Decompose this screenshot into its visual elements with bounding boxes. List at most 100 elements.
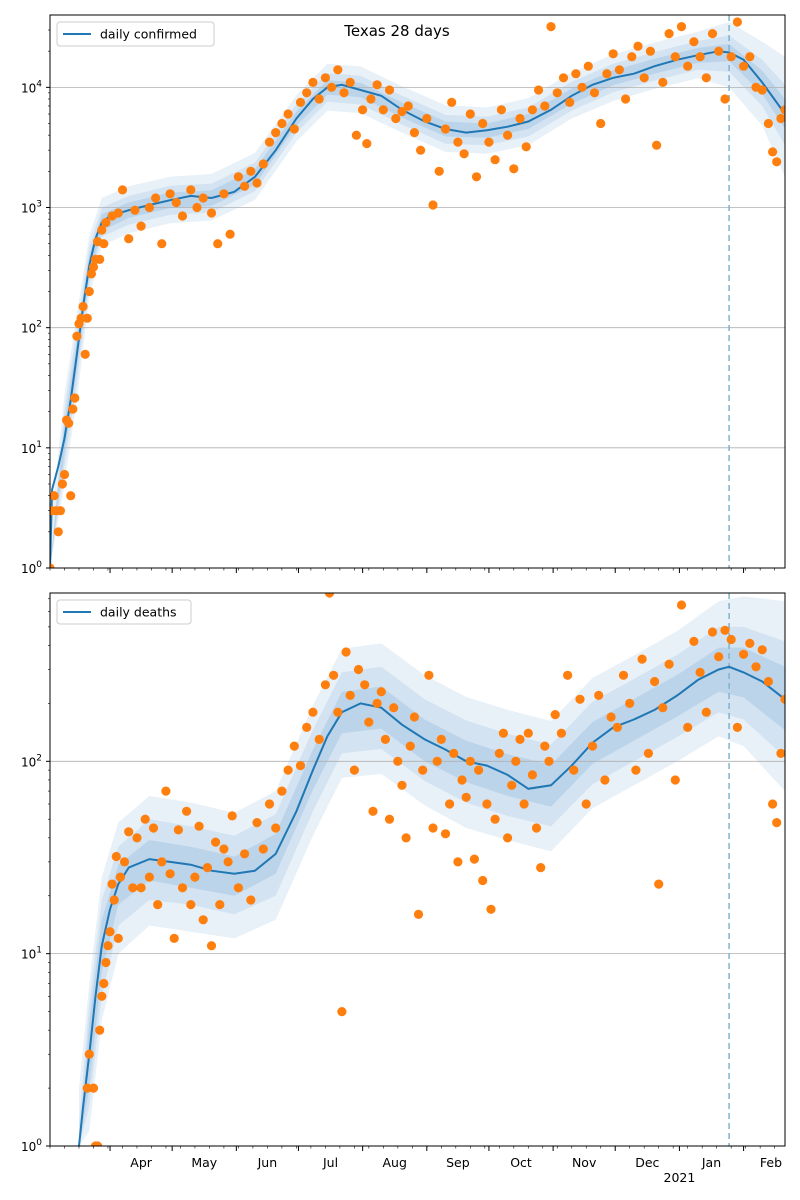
data-point xyxy=(88,1083,99,1093)
data-point xyxy=(353,664,364,675)
data-point xyxy=(82,313,92,323)
data-point xyxy=(424,670,434,680)
data-point xyxy=(271,128,281,138)
data-point xyxy=(739,61,749,71)
data-point xyxy=(252,818,262,828)
data-point xyxy=(503,833,513,843)
data-point xyxy=(233,172,243,182)
data-point xyxy=(670,52,680,62)
data-point xyxy=(219,189,229,199)
data-point xyxy=(726,52,736,62)
data-point xyxy=(416,145,426,155)
data-point xyxy=(202,863,212,873)
data-point xyxy=(602,69,612,79)
data-point xyxy=(136,221,146,231)
data-point xyxy=(732,17,743,27)
data-point xyxy=(64,418,74,428)
data-point xyxy=(302,722,312,733)
data-point xyxy=(695,667,705,678)
data-point xyxy=(498,728,508,738)
data-point xyxy=(701,73,711,83)
data-point xyxy=(246,895,256,905)
x-month-label: Jan xyxy=(701,1155,721,1170)
data-point xyxy=(320,680,330,690)
data-point xyxy=(732,722,743,733)
data-point xyxy=(177,883,188,893)
data-point xyxy=(366,94,376,104)
data-point xyxy=(97,991,107,1001)
x-month-label: May xyxy=(191,1155,217,1170)
data-point xyxy=(339,88,349,98)
data-point xyxy=(453,857,463,867)
data-point xyxy=(277,118,287,129)
y-tick-label-base: 10 xyxy=(21,1140,36,1154)
data-point xyxy=(105,927,115,937)
data-point xyxy=(289,741,299,751)
data-point xyxy=(50,491,59,501)
data-point xyxy=(469,854,479,864)
data-point xyxy=(478,118,488,129)
data-point xyxy=(631,765,641,775)
data-point xyxy=(664,28,674,39)
y-tick-label-base: 10 xyxy=(21,81,36,95)
data-point xyxy=(140,814,150,824)
x-month-label: Dec xyxy=(635,1155,659,1170)
data-point xyxy=(482,799,492,809)
data-point xyxy=(198,915,208,925)
data-point xyxy=(295,97,306,107)
data-point xyxy=(650,676,660,687)
data-point xyxy=(66,491,76,501)
data-point xyxy=(471,172,482,182)
y-tick-label: 100 xyxy=(21,560,42,576)
legend-label: daily confirmed xyxy=(100,27,197,42)
data-point xyxy=(534,85,544,95)
data-point xyxy=(171,197,181,208)
band-inner-area xyxy=(79,647,785,1146)
data-point xyxy=(99,239,109,249)
legend-label: daily deaths xyxy=(100,605,177,620)
data-point xyxy=(552,88,562,98)
data-point xyxy=(393,756,403,766)
data-point xyxy=(153,900,163,910)
data-point xyxy=(531,823,542,833)
data-point xyxy=(445,799,455,809)
data-point xyxy=(544,756,554,766)
data-point xyxy=(113,208,123,218)
data-point xyxy=(465,109,475,119)
data-point xyxy=(474,765,484,775)
y-tick-label: 102 xyxy=(21,753,42,769)
data-point xyxy=(59,469,70,480)
data-point xyxy=(240,181,250,191)
data-point xyxy=(587,741,598,751)
data-point xyxy=(314,94,324,104)
data-point xyxy=(198,193,208,203)
data-point xyxy=(536,863,546,873)
data-point xyxy=(128,883,138,893)
chart-title: Texas 28 days xyxy=(343,22,450,40)
data-point xyxy=(523,728,533,738)
data-point xyxy=(211,837,221,847)
data-point xyxy=(151,193,161,203)
data-point xyxy=(772,818,782,828)
data-point xyxy=(119,857,130,867)
data-point xyxy=(459,149,469,159)
data-point xyxy=(190,872,200,882)
data-point xyxy=(351,130,361,140)
data-point xyxy=(763,676,774,687)
data-point xyxy=(658,703,668,713)
data-point xyxy=(652,140,662,150)
y-tick-label-base: 10 xyxy=(21,202,36,216)
y-tick-label-exponent: 1 xyxy=(36,440,42,450)
data-point xyxy=(637,654,647,664)
data-point xyxy=(333,707,343,717)
data-point xyxy=(314,734,324,745)
data-point xyxy=(511,756,521,766)
data-point xyxy=(484,137,494,147)
plot-area xyxy=(50,15,785,568)
data-point xyxy=(772,157,782,167)
data-point xyxy=(432,756,442,766)
data-point xyxy=(117,185,128,195)
legend-box xyxy=(56,599,192,625)
data-point xyxy=(527,770,538,780)
data-point xyxy=(494,748,504,759)
